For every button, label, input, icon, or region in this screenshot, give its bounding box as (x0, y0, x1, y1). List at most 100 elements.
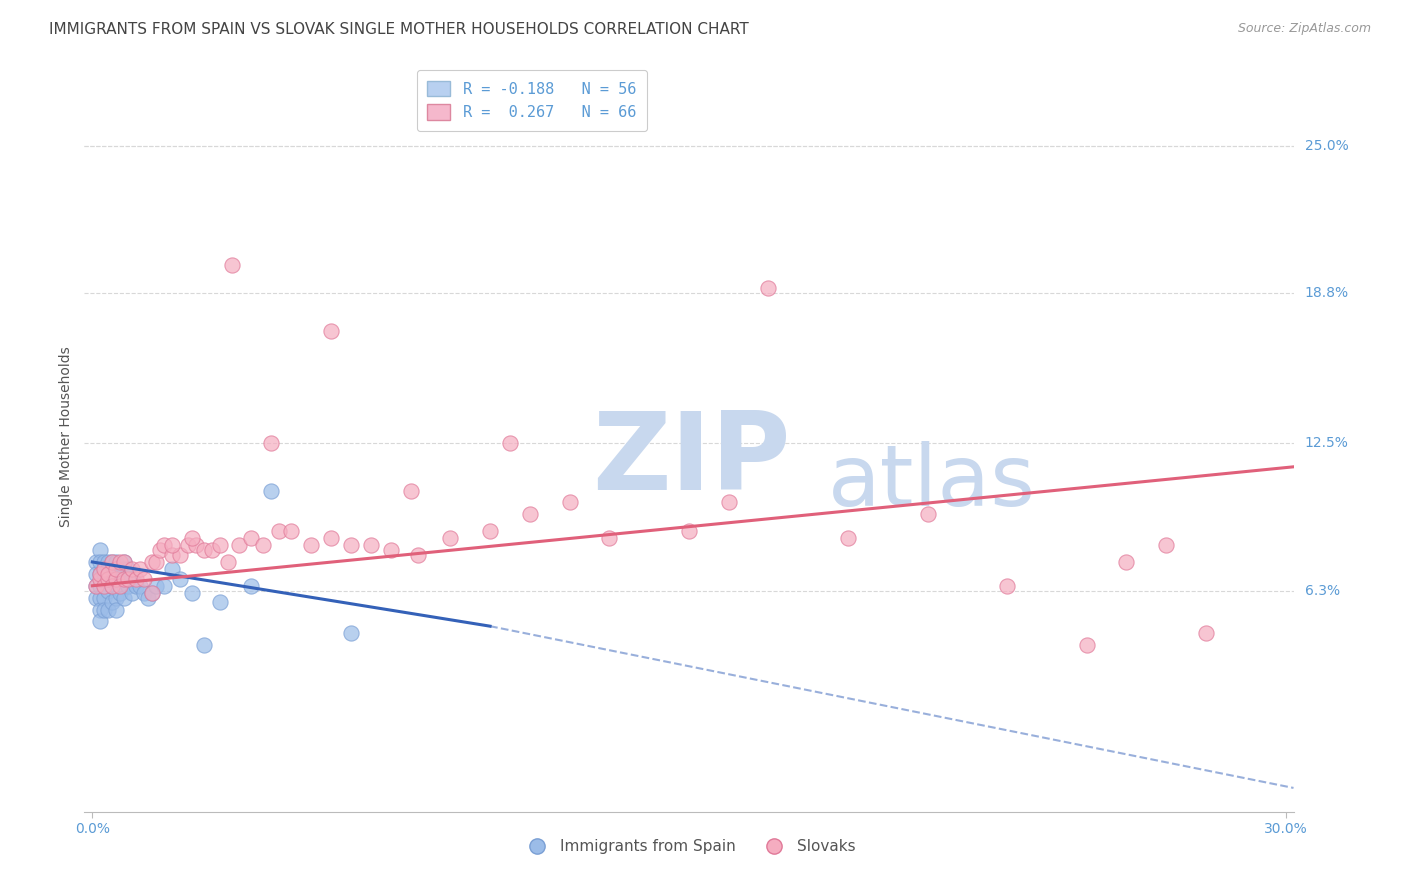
Point (299, 538, 322, 552)
Point (145, 579, 167, 593)
Point (153, 538, 176, 552)
Point (93, 555, 115, 569)
Point (340, 626, 363, 640)
Point (93, 566, 115, 581)
Point (280, 524, 302, 538)
Point (112, 555, 135, 569)
Point (193, 638, 215, 652)
Point (180, 531, 202, 545)
Point (340, 538, 363, 552)
Point (125, 579, 148, 593)
Point (84, 579, 107, 593)
Point (105, 591, 128, 605)
Point (105, 562, 128, 576)
Point (93, 562, 115, 576)
Point (97, 562, 120, 576)
Point (97, 566, 120, 581)
Point (89, 572, 111, 586)
Point (399, 483, 422, 498)
Point (101, 579, 124, 593)
Point (1076, 638, 1098, 652)
Point (105, 562, 128, 576)
Point (89, 615, 111, 629)
Text: 18.8%: 18.8% (1305, 286, 1348, 301)
Point (112, 579, 135, 593)
Point (89, 555, 111, 569)
Text: 6.3%: 6.3% (1305, 583, 1340, 598)
Point (93, 579, 115, 593)
Point (260, 436, 283, 450)
Point (105, 555, 128, 569)
Point (240, 579, 263, 593)
Text: atlas: atlas (828, 441, 1036, 524)
Point (177, 538, 200, 552)
Point (141, 586, 163, 600)
Point (479, 524, 502, 538)
Point (117, 562, 139, 576)
Point (93, 602, 115, 616)
Point (269, 524, 291, 538)
Point (149, 543, 172, 558)
Point (89, 591, 111, 605)
Point (499, 436, 522, 450)
Point (89, 566, 111, 581)
Point (93, 579, 115, 593)
Point (97, 602, 120, 616)
Point (108, 572, 131, 586)
Point (105, 572, 128, 586)
Point (240, 531, 263, 545)
Point (1195, 626, 1218, 640)
Point (97, 572, 120, 586)
Point (1115, 555, 1137, 569)
Point (121, 562, 143, 576)
Point (105, 602, 128, 616)
Point (217, 555, 239, 569)
Point (117, 579, 139, 593)
Point (1154, 538, 1177, 552)
Point (169, 572, 191, 586)
Point (598, 531, 620, 545)
Point (160, 562, 183, 576)
Point (519, 508, 541, 522)
Point (84, 555, 107, 569)
Point (160, 538, 183, 552)
Point (758, 281, 780, 295)
Point (89, 566, 111, 581)
Point (105, 579, 128, 593)
Legend: Immigrants from Spain, Slovaks: Immigrants from Spain, Slovaks (516, 833, 862, 860)
Point (180, 586, 202, 600)
Point (89, 543, 111, 558)
Point (558, 495, 581, 509)
Point (101, 562, 124, 576)
Point (121, 572, 143, 586)
Point (153, 579, 176, 593)
Point (917, 508, 939, 522)
Point (101, 595, 124, 609)
Point (169, 548, 191, 562)
Point (108, 586, 131, 600)
Point (108, 579, 131, 593)
Point (112, 572, 135, 586)
Text: Source: ZipAtlas.com: Source: ZipAtlas.com (1237, 22, 1371, 36)
Point (160, 548, 183, 562)
Point (97, 572, 120, 586)
Point (252, 538, 274, 552)
Point (221, 258, 243, 272)
Text: 25.0%: 25.0% (1305, 138, 1348, 153)
Point (112, 591, 135, 605)
Point (101, 579, 124, 593)
Point (678, 524, 700, 538)
Point (84, 566, 107, 581)
Point (132, 572, 155, 586)
Point (136, 591, 159, 605)
Point (117, 572, 139, 586)
Point (84, 579, 107, 593)
Point (141, 586, 163, 600)
Point (319, 531, 342, 545)
Point (89, 602, 111, 616)
Point (260, 483, 283, 498)
Point (717, 495, 740, 509)
Point (112, 555, 135, 569)
Text: ZIP: ZIP (592, 407, 790, 513)
Point (108, 555, 131, 569)
